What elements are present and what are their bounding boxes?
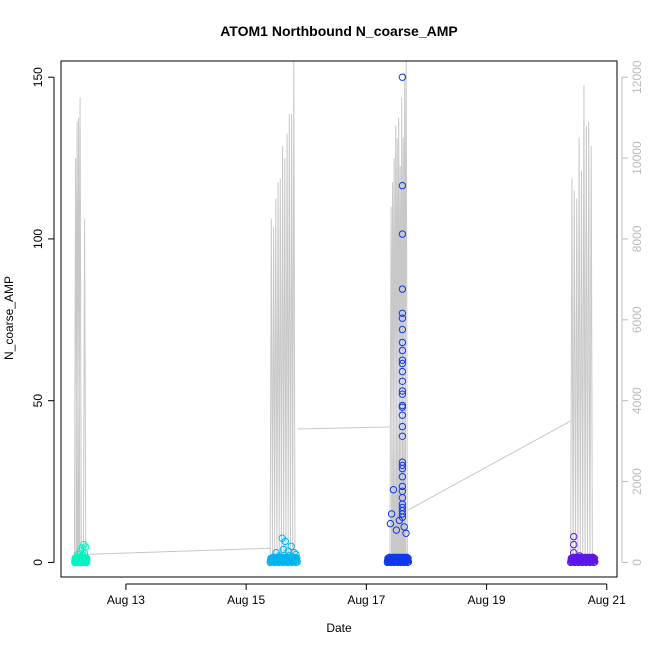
overlay-burst-1 bbox=[269, 60, 298, 563]
data-point bbox=[287, 542, 295, 550]
data-point bbox=[398, 346, 407, 355]
data-point bbox=[398, 230, 407, 238]
y-tick-label: 0 bbox=[31, 559, 45, 566]
overlay-connector-0 bbox=[85, 547, 271, 555]
data-point bbox=[81, 553, 89, 562]
y-tick-label: 50 bbox=[31, 394, 45, 408]
data-point bbox=[570, 532, 578, 541]
data-point bbox=[398, 309, 407, 317]
data-point bbox=[404, 554, 412, 562]
data-point bbox=[398, 390, 407, 398]
data-point bbox=[387, 510, 396, 518]
data-point bbox=[81, 543, 90, 551]
series-3 bbox=[567, 532, 599, 567]
overlay-line-layer bbox=[73, 60, 595, 563]
data-point bbox=[275, 552, 283, 560]
data-point bbox=[398, 411, 407, 419]
data-point bbox=[80, 540, 88, 549]
data-point bbox=[398, 314, 407, 322]
y2-tick-label: 8000 bbox=[630, 225, 644, 252]
y2-tick-label: 0 bbox=[630, 559, 644, 566]
x-tick-label: Aug 17 bbox=[347, 593, 385, 607]
x-tick-label: Aug 15 bbox=[227, 593, 265, 607]
y-tick-label: 100 bbox=[31, 229, 45, 249]
x-tick-label: Aug 21 bbox=[588, 593, 626, 607]
y2-tick-label: 10000 bbox=[630, 141, 644, 175]
data-point bbox=[398, 510, 407, 518]
data-point bbox=[570, 540, 578, 549]
series-1 bbox=[266, 534, 301, 567]
data-point bbox=[279, 545, 288, 554]
overlay-connector-2 bbox=[408, 420, 571, 511]
y2-tick-label: 6000 bbox=[630, 306, 644, 333]
y2-tick-label: 12000 bbox=[630, 60, 644, 94]
data-point bbox=[398, 359, 407, 368]
y2-tick-label: 4000 bbox=[630, 387, 644, 414]
overlay-burst-3 bbox=[570, 85, 595, 563]
chart-title: ATOM1 Northbound N_coarse_AMP bbox=[220, 23, 458, 39]
data-point bbox=[398, 377, 407, 385]
data-point bbox=[392, 526, 401, 534]
y-axis-label: N_coarse_AMP bbox=[2, 276, 16, 360]
data-point bbox=[395, 516, 404, 525]
data-point bbox=[398, 461, 407, 470]
axes-layer: 0 50 100 150 0 2000 4000 6000 8000 10000 12000 Aug … bbox=[31, 60, 644, 607]
data-point bbox=[389, 486, 398, 494]
data-point bbox=[404, 558, 413, 566]
data-point bbox=[293, 558, 301, 566]
data-point bbox=[398, 387, 407, 395]
overlay-burst-0 bbox=[73, 97, 88, 563]
x-axis-label: Date bbox=[326, 621, 352, 635]
data-point bbox=[398, 181, 407, 190]
x-tick-label: Aug 19 bbox=[468, 593, 506, 607]
data-point bbox=[398, 325, 407, 334]
y2-tick-label: 2000 bbox=[630, 468, 644, 495]
data-point bbox=[398, 367, 407, 376]
overlay-connector-1 bbox=[297, 426, 391, 430]
data-point bbox=[398, 285, 407, 293]
data-point bbox=[398, 338, 407, 347]
data-point bbox=[398, 403, 407, 411]
data-point bbox=[402, 529, 410, 537]
data-point bbox=[398, 422, 407, 431]
data-point bbox=[398, 73, 407, 81]
points-layer bbox=[71, 73, 599, 567]
data-point bbox=[398, 482, 407, 491]
data-point bbox=[386, 519, 395, 528]
series-0 bbox=[71, 540, 91, 567]
x-tick-label: Aug 13 bbox=[107, 593, 145, 607]
y-tick-label: 150 bbox=[31, 67, 45, 87]
data-point bbox=[290, 549, 298, 557]
plot-frame bbox=[60, 60, 618, 578]
data-point bbox=[589, 555, 598, 563]
data-point bbox=[269, 555, 277, 563]
series-2 bbox=[383, 73, 413, 567]
data-point bbox=[398, 464, 407, 473]
data-point bbox=[398, 432, 407, 440]
data-point bbox=[398, 356, 407, 364]
data-point bbox=[281, 537, 289, 546]
data-point bbox=[77, 556, 85, 564]
data-point bbox=[398, 473, 407, 481]
data-point bbox=[292, 550, 300, 559]
data-point bbox=[588, 553, 596, 562]
